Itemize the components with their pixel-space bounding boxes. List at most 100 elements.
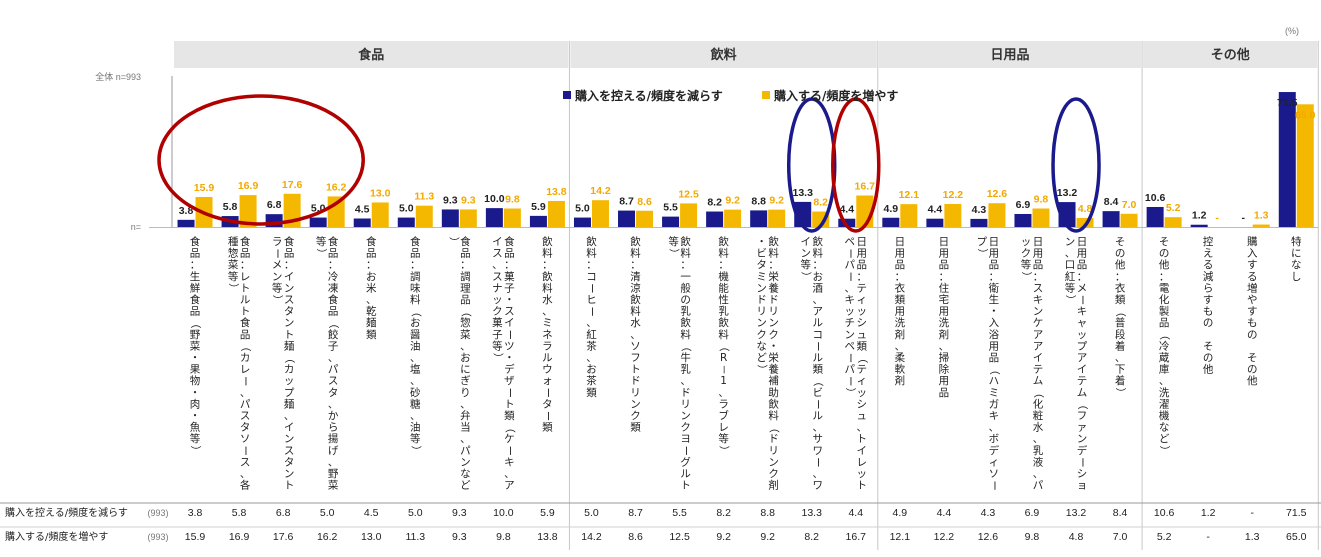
svg-text:料: 料 <box>718 328 729 341</box>
svg-text:、: 、 <box>989 422 1000 434</box>
svg-text:他: 他 <box>1203 363 1214 376</box>
svg-text:（: （ <box>283 353 295 364</box>
svg-text:）: ） <box>227 283 239 294</box>
table-cell: 71.5 <box>1286 507 1307 519</box>
svg-text:ィ: ィ <box>989 456 1000 468</box>
svg-text:栄: 栄 <box>768 351 779 364</box>
table-row-n: (993) <box>147 508 168 518</box>
svg-text:食: 食 <box>366 235 377 248</box>
svg-text:パ: パ <box>328 364 339 376</box>
table-cell: 12.5 <box>669 531 690 543</box>
svg-text:、: 、 <box>812 468 823 480</box>
svg-text:食: 食 <box>190 235 201 248</box>
group-header-bg <box>174 41 569 68</box>
svg-text:ッ: ッ <box>857 468 868 480</box>
svg-text:用: 用 <box>1077 248 1088 260</box>
svg-text:お: お <box>410 317 421 329</box>
svg-text:：: ： <box>460 259 471 271</box>
value-label-increase: 8.2 <box>813 197 828 209</box>
svg-text:物: 物 <box>190 374 201 387</box>
svg-text:清: 清 <box>630 270 641 283</box>
svg-text:ア: ア <box>1033 340 1044 352</box>
svg-text:ル: ル <box>542 352 553 364</box>
svg-text:惣: 惣 <box>228 247 239 260</box>
svg-text:品: 品 <box>895 259 906 271</box>
svg-text:料: 料 <box>542 247 553 260</box>
table-cell: 3.8 <box>188 507 203 519</box>
table-cell: 8.6 <box>628 531 643 543</box>
svg-text:麺: 麺 <box>284 339 295 352</box>
svg-text:糖: 糖 <box>410 397 421 410</box>
value-label-increase: 9.2 <box>769 195 784 207</box>
svg-text:浴: 浴 <box>989 329 1000 341</box>
svg-text:イ: イ <box>284 422 295 434</box>
svg-text:ー: ー <box>585 283 597 294</box>
data-table: 購入を控える/頻度を減らす (993) 3.8 5.8 6.8 5.0 4.5 5.0 9.3 1… <box>5 506 1307 543</box>
svg-text:ー: ー <box>812 399 824 410</box>
table-cell: 9.3 <box>452 507 467 519</box>
value-label-increase: 9.8 <box>505 194 520 206</box>
value-label-increase: 12.6 <box>987 188 1008 200</box>
svg-text:下: 下 <box>1115 364 1126 376</box>
svg-text:製: 製 <box>1159 305 1170 318</box>
svg-text:飲: 飲 <box>630 293 641 306</box>
svg-text:ヒ: ヒ <box>586 294 597 306</box>
svg-text:類: 類 <box>895 294 906 306</box>
svg-text:ー: ー <box>812 457 824 468</box>
value-label-reduce: 8.2 <box>707 197 722 209</box>
svg-text:水: 水 <box>1033 422 1044 434</box>
svg-text:購: 購 <box>1247 235 1258 248</box>
table-cell: 8.8 <box>760 507 775 519</box>
value-label-reduce: 4.4 <box>839 204 854 216</box>
svg-text:ウ: ウ <box>542 364 553 376</box>
svg-text:レ: レ <box>857 456 868 468</box>
svg-text:品: 品 <box>504 248 515 260</box>
svg-text:紅: 紅 <box>586 329 597 341</box>
svg-text:ー: ー <box>844 353 856 364</box>
bar-reduce <box>1014 213 1032 227</box>
table-cell: 16.9 <box>229 531 250 543</box>
svg-text:菓: 菓 <box>504 271 515 283</box>
table-cell: 12.1 <box>890 531 911 543</box>
svg-text:テ: テ <box>1033 364 1044 376</box>
table-row-label: 購入する/頻度を増やす <box>5 530 108 543</box>
svg-text:：: ： <box>542 259 553 271</box>
svg-text:ビ: ビ <box>812 387 823 399</box>
svg-text:等: 等 <box>410 432 421 445</box>
svg-text:ュ: ュ <box>857 410 868 422</box>
svg-text:ァ: ァ <box>1077 422 1088 434</box>
svg-text:ぎ: ぎ <box>460 374 471 387</box>
svg-text:ス: ス <box>492 248 503 260</box>
bar-increase <box>1164 217 1182 227</box>
svg-text:す: す <box>1203 294 1214 306</box>
value-label-increase: 9.3 <box>461 194 476 206</box>
svg-text:ガ: ガ <box>989 398 1000 410</box>
table-cell: 5.5 <box>672 507 687 519</box>
svg-text:助: 助 <box>768 386 779 399</box>
svg-text:お: お <box>812 271 823 283</box>
svg-text:砂: 砂 <box>410 386 421 399</box>
svg-text:一: 一 <box>680 271 691 283</box>
legend-label-increase: 購入する/頻度を増やす <box>773 88 898 103</box>
svg-text:ス: ス <box>492 271 503 283</box>
svg-text:ド: ド <box>680 387 691 399</box>
svg-text:食: 食 <box>460 235 471 248</box>
table-cell: 9.3 <box>452 531 467 543</box>
svg-text:用: 用 <box>989 248 1000 260</box>
svg-text:食: 食 <box>190 293 201 306</box>
svg-text:な: な <box>756 340 767 352</box>
svg-text:の: の <box>1247 329 1258 341</box>
svg-text:、: 、 <box>680 375 691 387</box>
value-label-reduce: 8.8 <box>751 195 766 207</box>
svg-text:水: 水 <box>630 317 641 329</box>
svg-text:え: え <box>1203 248 1214 260</box>
svg-text:シ: シ <box>857 398 868 410</box>
table-cell: 13.0 <box>361 531 382 543</box>
svg-text:、: 、 <box>460 398 471 410</box>
svg-text:）: ） <box>718 446 730 457</box>
svg-text:ー: ー <box>541 388 553 399</box>
bar-increase <box>239 195 257 227</box>
svg-text:、: 、 <box>895 340 906 352</box>
